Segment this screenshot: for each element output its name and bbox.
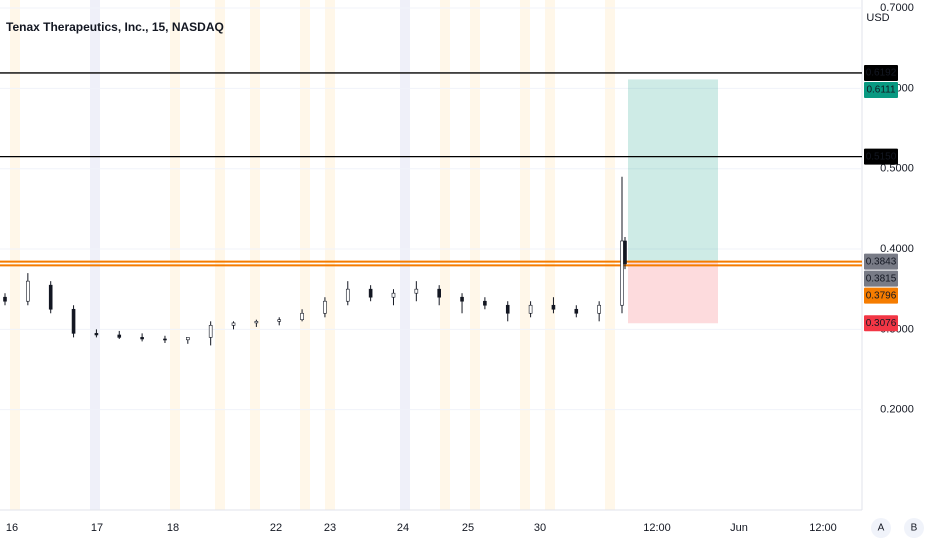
x-tick-label: 30 bbox=[534, 522, 546, 534]
candle-body bbox=[597, 304, 601, 314]
currency: USD bbox=[866, 12, 889, 24]
candle-body bbox=[94, 333, 99, 336]
y-tick-label: 0.2000 bbox=[880, 404, 914, 416]
candle-body bbox=[391, 292, 396, 298]
x-tick-label: 16 bbox=[6, 522, 18, 534]
x-tick-label: 22 bbox=[270, 522, 282, 534]
candle-body bbox=[300, 312, 304, 321]
candle-body bbox=[505, 304, 510, 314]
x-tick-label: Jun bbox=[730, 522, 748, 534]
y-tick-label: 0.7000 bbox=[880, 2, 914, 14]
session-band bbox=[90, 0, 100, 510]
candle-body bbox=[460, 296, 464, 302]
session-band bbox=[520, 0, 530, 510]
session-band bbox=[470, 0, 480, 510]
x-tick-label: 12:00 bbox=[643, 522, 671, 534]
session-band bbox=[300, 0, 310, 510]
candle-body bbox=[208, 325, 213, 338]
x-tick-label: 25 bbox=[462, 522, 474, 534]
candle-body bbox=[623, 240, 627, 265]
scale-button[interactable] bbox=[904, 518, 924, 538]
y-tick-label: 0.4000 bbox=[880, 243, 914, 255]
candle-body bbox=[323, 300, 327, 314]
price-label: 0.5150 bbox=[866, 151, 897, 162]
candle-body bbox=[574, 308, 579, 314]
session-band bbox=[605, 0, 615, 510]
session-band bbox=[400, 0, 410, 510]
candle-body bbox=[71, 308, 76, 334]
price-label-box bbox=[864, 315, 898, 332]
session-band bbox=[325, 0, 335, 510]
loss-zone bbox=[628, 261, 718, 324]
session-band bbox=[10, 0, 20, 510]
candle-body bbox=[48, 284, 53, 310]
candle-body bbox=[277, 319, 282, 322]
candle-body bbox=[140, 337, 144, 340]
price-label-box bbox=[864, 270, 898, 287]
price-label: 0.3815 bbox=[866, 273, 897, 284]
session-band bbox=[170, 0, 180, 510]
scale-button-label[interactable]: B bbox=[911, 523, 918, 534]
candle-body bbox=[26, 280, 30, 302]
candle-body bbox=[551, 304, 556, 310]
session-band bbox=[215, 0, 225, 510]
candle-body bbox=[254, 321, 259, 324]
session-band bbox=[440, 0, 450, 510]
candle-body bbox=[186, 337, 190, 341]
candle-body bbox=[483, 300, 487, 306]
price-label: 0.3076 bbox=[866, 318, 897, 329]
x-tick-label: 18 bbox=[167, 522, 179, 534]
x-tick-label: 12:00 bbox=[809, 522, 837, 534]
candle-body bbox=[163, 338, 167, 341]
session-band bbox=[545, 0, 555, 510]
price-label-box bbox=[864, 287, 898, 304]
price-label: 0.3843 bbox=[866, 256, 897, 267]
price-label-box bbox=[864, 148, 898, 165]
price-label: 0.6192 bbox=[866, 68, 897, 79]
x-tick-label: 17 bbox=[91, 522, 103, 534]
scale-button[interactable] bbox=[871, 518, 891, 538]
y-tick-label: 0.5000 bbox=[880, 163, 914, 175]
scale-button-label[interactable]: A bbox=[878, 523, 885, 534]
price-label: 0.6111 bbox=[866, 85, 896, 96]
chart-title: Tenax Therapeutics, Inc., 15, NASDAQ bbox=[6, 20, 224, 34]
price-label-box bbox=[864, 81, 898, 98]
price-label-box bbox=[864, 64, 898, 81]
candle-body bbox=[368, 288, 373, 298]
candle-body bbox=[528, 304, 533, 314]
session-band bbox=[250, 0, 260, 510]
candle-body bbox=[231, 322, 236, 326]
profit-zone bbox=[628, 79, 718, 262]
candle-body bbox=[345, 288, 350, 302]
candle-body bbox=[3, 296, 7, 302]
x-tick-label: 23 bbox=[324, 522, 336, 534]
candle-body bbox=[117, 334, 122, 338]
x-tick-label: 24 bbox=[397, 522, 409, 534]
price-label-box bbox=[864, 253, 898, 270]
price-label: 0.3796 bbox=[866, 290, 897, 301]
candle-body bbox=[414, 288, 419, 294]
session-bands bbox=[10, 0, 615, 510]
candle-body bbox=[620, 240, 624, 306]
candle-body bbox=[437, 288, 441, 298]
